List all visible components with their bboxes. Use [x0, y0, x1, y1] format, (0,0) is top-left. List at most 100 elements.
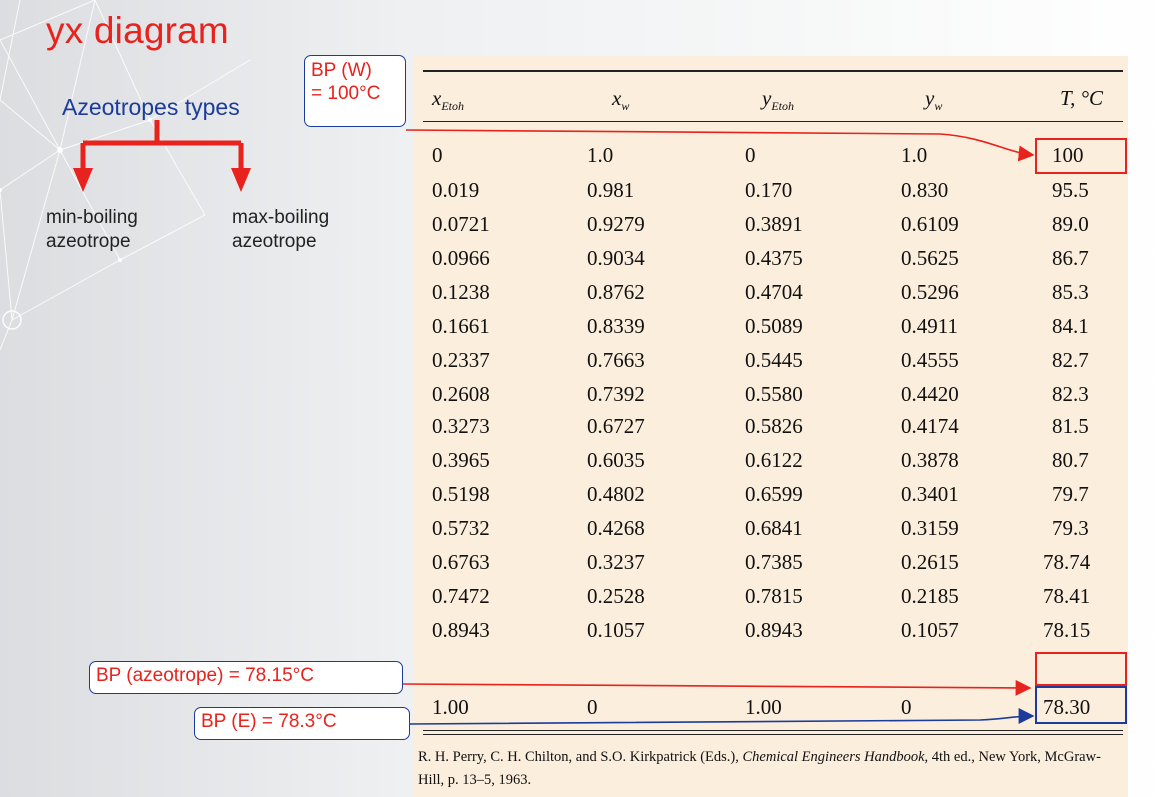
- table-cell: 0.8762: [587, 280, 645, 304]
- table-header-cell: T, °C: [1060, 86, 1104, 110]
- callout-azeotrope-bp: BP (azeotrope) = 78.15°C: [89, 661, 403, 694]
- table-cell: 0.6122: [745, 448, 803, 472]
- table-cell: 80.7: [1052, 448, 1089, 472]
- vle-table-panel: [413, 56, 1128, 797]
- arrow-down-icon: [231, 168, 251, 192]
- table-cell: 0.4704: [745, 280, 803, 304]
- table-cell: 0.3273: [432, 414, 490, 438]
- table-cell: 0.9034: [587, 246, 645, 270]
- table-cell: 86.7: [1052, 246, 1089, 270]
- table-cell: 0.4802: [587, 482, 645, 506]
- table-cell: 0.5296: [901, 280, 959, 304]
- table-cell: 0.1661: [432, 314, 490, 338]
- table-cell: 0.5826: [745, 414, 803, 438]
- table-cell: 81.5: [1052, 414, 1089, 438]
- azeotrope-types-label: Azeotropes types: [62, 94, 240, 120]
- table-cell: 0.2337: [432, 348, 490, 372]
- table-cell: 0.3237: [587, 550, 645, 574]
- table-cell: 89.0: [1052, 212, 1089, 236]
- table-cell: 79.3: [1052, 516, 1089, 540]
- table-top-rule: [423, 70, 1123, 72]
- table-cell: 78.41: [1043, 584, 1091, 608]
- highlight-box-azeotrope-bp: [1035, 652, 1127, 686]
- table-cell: 1.0: [587, 143, 614, 167]
- callout-ethanol-bp: BP (E) = 78.3°C: [194, 707, 410, 740]
- table-cell: 0.6599: [745, 482, 803, 506]
- table-cell: 0.4375: [745, 246, 803, 270]
- table-cell: 0.4555: [901, 348, 959, 372]
- table-cell: 78.15: [1043, 618, 1091, 642]
- table-cell: 0.6109: [901, 212, 959, 236]
- table-cell: 79.7: [1052, 482, 1089, 506]
- table-cell: 0.8943: [432, 618, 490, 642]
- table-cell: 0.5198: [432, 482, 490, 506]
- table-cell: 0.7472: [432, 584, 490, 608]
- table-cell: 1.00: [745, 695, 782, 719]
- table-cell: 1.0: [901, 143, 928, 167]
- table-cell: 0.2608: [432, 382, 490, 406]
- types-tree-diagram: [73, 120, 251, 192]
- table-cell: 82.3: [1052, 382, 1089, 406]
- table-cell: 0.7663: [587, 348, 645, 372]
- table-header-cell: xEtoh: [432, 86, 464, 114]
- table-cell: 0.6727: [587, 414, 645, 438]
- table-cell: 0.3401: [901, 482, 959, 506]
- table-cell: 0.3891: [745, 212, 803, 236]
- table-cell: 0.0721: [432, 212, 490, 236]
- table-cell: 0.019: [432, 178, 480, 202]
- table-cell: 0.4911: [901, 314, 958, 338]
- table-header-cell: xw: [612, 86, 630, 114]
- table-cell: 100: [1052, 143, 1084, 167]
- table-cell: 0.6035: [587, 448, 645, 472]
- table-cell: 85.3: [1052, 280, 1089, 304]
- table-header-rule: [423, 121, 1123, 122]
- max-boiling-label: max-boiling azeotrope: [232, 207, 330, 252]
- table-cell: 0.0966: [432, 246, 490, 270]
- callout-water-bp: BP (W) = 100°C: [304, 55, 406, 127]
- table-cell: 0.1057: [587, 618, 645, 642]
- table-cell: 0.5625: [901, 246, 959, 270]
- table-cell: 0.5445: [745, 348, 803, 372]
- table-cell: 0.1057: [901, 618, 959, 642]
- table-cell: 0.2528: [587, 584, 645, 608]
- table-cell: 0.4174: [901, 414, 959, 438]
- table-bottom-rule: [423, 730, 1123, 731]
- table-cell: 0.5089: [745, 314, 803, 338]
- table-cell: 0.2185: [901, 584, 959, 608]
- highlight-box-water-bp: [1035, 138, 1127, 174]
- min-boiling-label: min-boiling azeotrope: [46, 207, 138, 252]
- table-header-cell: yEtoh: [762, 86, 794, 114]
- table-cell: 0.5732: [432, 516, 490, 540]
- table-cell: 78.74: [1043, 550, 1091, 574]
- table-cell: 1.00: [432, 695, 469, 719]
- table-cell: 0.830: [901, 178, 949, 202]
- table-cell: 0.8339: [587, 314, 645, 338]
- table-cell: 0.170: [745, 178, 793, 202]
- table-cell: 0.1238: [432, 280, 490, 304]
- table-cell: 0.3159: [901, 516, 959, 540]
- table-cell: 82.7: [1052, 348, 1089, 372]
- table-cell: 0.8943: [745, 618, 803, 642]
- table-cell: 0.9279: [587, 212, 645, 236]
- table-citation: R. H. Perry, C. H. Chilton, and S.O. Kir…: [418, 749, 1101, 788]
- table-cell: 0.3878: [901, 448, 959, 472]
- table-bottom-rule-2: [423, 734, 1123, 735]
- table-cell: 0: [432, 143, 443, 167]
- table-cell: 78.30: [1043, 695, 1091, 719]
- table-cell: 0.7815: [745, 584, 803, 608]
- table-cell: 95.5: [1052, 178, 1089, 202]
- table-cell: 84.1: [1052, 314, 1089, 338]
- table-cell: 0.5580: [745, 382, 803, 406]
- arrow-down-icon: [73, 168, 93, 192]
- highlight-box-ethanol-bp: [1035, 686, 1127, 724]
- slide-title: yx diagram: [46, 10, 229, 51]
- table-cell: 0.2615: [901, 550, 959, 574]
- table-cell: 0: [587, 695, 598, 719]
- table-cell: 0: [745, 143, 756, 167]
- table-cell: 0.6841: [745, 516, 803, 540]
- table-cell: 0.6763: [432, 550, 490, 574]
- table-cell: 0.4420: [901, 382, 959, 406]
- table-cell: 0.7392: [587, 382, 645, 406]
- table-cell: 0.3965: [432, 448, 490, 472]
- table-cell: 0.4268: [587, 516, 645, 540]
